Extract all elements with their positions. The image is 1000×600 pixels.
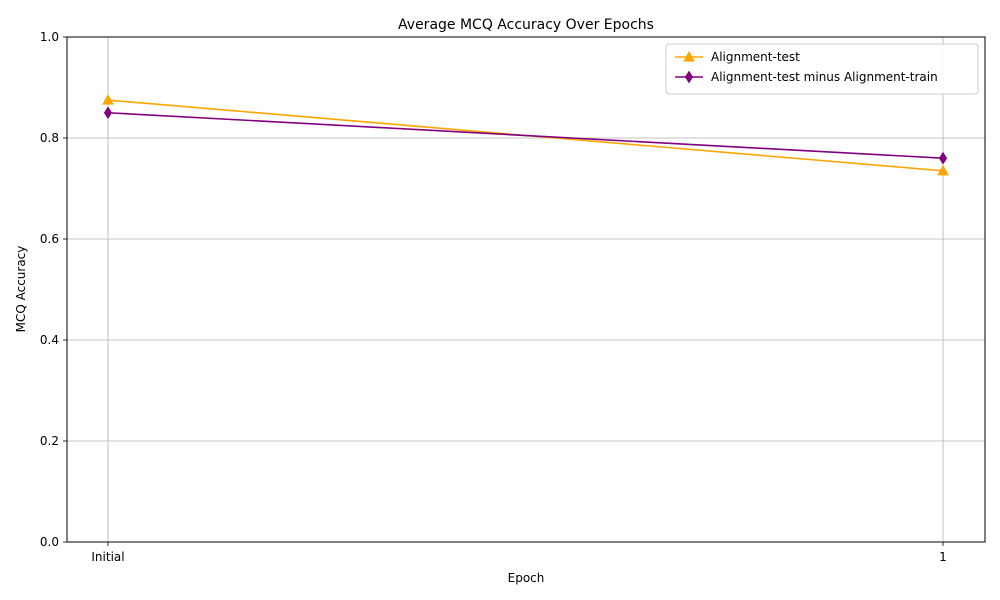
legend-box: [665, 43, 979, 95]
x-axis-label: Epoch: [508, 571, 545, 585]
y-tick-label: 0.4: [40, 333, 59, 347]
legend-label: Alignment-test minus Alignment-train: [711, 70, 938, 84]
x-axis: Initial 1: [91, 542, 947, 564]
chart-title: Average MCQ Accuracy Over Epochs: [398, 17, 654, 33]
y-axis-label: MCQ Accuracy: [14, 246, 28, 333]
data-point: [103, 106, 113, 120]
legend-swatch-marker: [684, 70, 694, 84]
plot-frame: [66, 36, 986, 543]
y-tick-label: 0.2: [40, 434, 59, 448]
legend-item: Alignment-test minus Alignment-train: [675, 70, 938, 84]
y-tick-label: 1.0: [40, 30, 59, 44]
data-point: [102, 94, 114, 105]
legend-item: Alignment-test: [675, 50, 800, 64]
series-group: [102, 94, 949, 176]
y-axis: 0.0 0.2 0.4 0.6 0.8 1.0: [40, 30, 67, 549]
y-tick-label: 0.8: [40, 131, 59, 145]
y-tick-label: 0.6: [40, 232, 59, 246]
data-point: [937, 164, 949, 176]
data-point: [938, 151, 948, 165]
legend-label: Alignment-test: [711, 50, 800, 64]
legend-swatch-marker: [683, 50, 695, 62]
series-2: [103, 106, 948, 165]
y-tick-label: 0.0: [40, 535, 59, 549]
legend: Alignment-test Alignment-test minus Align…: [665, 43, 979, 95]
series-line: [107, 111, 944, 159]
x-tick-label: 1: [939, 550, 947, 564]
x-tick-label: Initial: [91, 550, 124, 564]
